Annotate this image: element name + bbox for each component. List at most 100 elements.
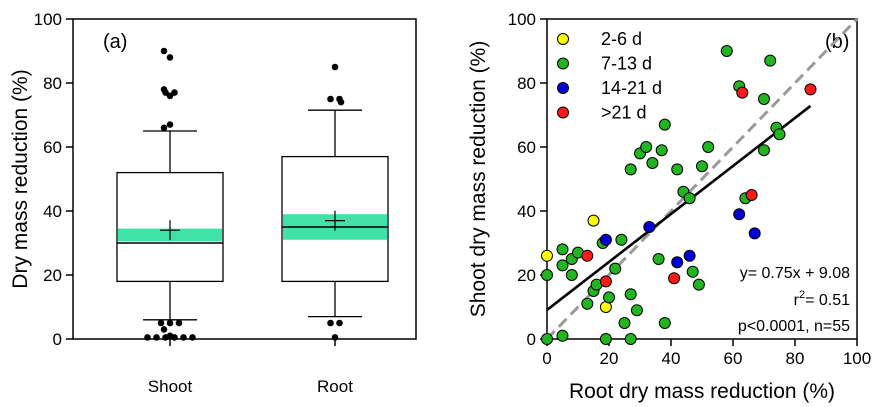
panel-a-y-tick-label: 80 (43, 74, 62, 93)
outlier-point (166, 319, 174, 327)
outlier-point (331, 334, 339, 341)
outlier-point (160, 326, 168, 333)
data-point (587, 214, 600, 227)
data-point (804, 83, 817, 96)
data-point (624, 163, 637, 176)
data-point (683, 192, 696, 205)
data-point (541, 269, 553, 281)
legend-label: >21 d (601, 103, 647, 123)
data-point (733, 208, 746, 221)
data-point (683, 249, 696, 262)
data-point (556, 243, 569, 256)
data-point (736, 86, 749, 99)
panel-b-y-tick-label: 20 (517, 266, 536, 285)
panel-a-x-tick-label: Shoot (148, 377, 193, 396)
data-point (748, 227, 761, 240)
regression-line (546, 104, 812, 311)
data-point (581, 297, 594, 310)
panel-b-y-tick-label: 0 (527, 330, 536, 349)
panel-a-y-tick-label: 40 (43, 202, 62, 221)
outlier-point (166, 92, 174, 100)
data-point (618, 317, 631, 329)
outlier-point (331, 63, 339, 71)
data-point (652, 253, 665, 265)
data-point (655, 144, 668, 157)
regression-stat: y= 0.75x + 9.08 (740, 265, 850, 282)
panel-b-label: (b) (825, 31, 849, 53)
data-point (624, 288, 637, 301)
panel-b-x-tick-label: 60 (724, 349, 743, 368)
data-point (609, 262, 622, 275)
panel-b-y-axis-label: Shoot dry mass reduction (%) (467, 41, 490, 318)
outlier-point (327, 319, 334, 327)
panel-b-y-tick-label: 80 (517, 74, 536, 93)
data-point (702, 141, 715, 153)
outlier-point (144, 334, 151, 341)
legend-marker (557, 57, 569, 70)
panel-a-y-tick-label: 100 (34, 10, 62, 29)
outlier-point (166, 54, 174, 61)
panel-a-x-ticks: Shoot Root (148, 339, 353, 396)
panel-b-legend: 2-6 d 7-13 d 14-21 d >21 d (557, 29, 662, 123)
data-point (615, 233, 628, 246)
legend-label: 14-21 d (601, 78, 662, 98)
data-point (696, 160, 708, 173)
data-point (565, 269, 578, 281)
data-point (658, 118, 671, 131)
data-point (599, 233, 612, 246)
legend-label: 7-13 d (601, 54, 652, 74)
outlier-point (189, 334, 196, 341)
data-point (720, 45, 733, 57)
outlier-point (180, 334, 187, 341)
panel-b-x-tick-label: 40 (662, 349, 681, 368)
outlier-point (157, 319, 165, 327)
legend-label: 2-6 d (601, 29, 642, 49)
data-point (640, 141, 653, 153)
data-point (603, 291, 615, 304)
panel-a-y-tick-label: 20 (43, 266, 62, 285)
data-point (630, 304, 643, 317)
panel-b-x-axis-label: Root dry mass reduction (%) (569, 380, 835, 403)
panel-b-y-ticks: 0 20 40 60 80 100 (508, 10, 547, 349)
data-point (758, 144, 770, 157)
legend-marker (557, 33, 569, 45)
data-point (658, 317, 671, 329)
outlier-point (175, 319, 183, 327)
outlier-point (160, 124, 168, 132)
panel-b-y-tick-label: 60 (517, 138, 536, 157)
panel-b-x-tick-label: 20 (600, 349, 619, 368)
data-point (624, 333, 637, 345)
panel-a-label: (a) (103, 31, 127, 53)
legend-marker (557, 82, 569, 94)
panel-a-y-ticks: 0 20 40 60 80 100 (34, 10, 73, 349)
panel-b-y-tick-label: 40 (517, 202, 536, 221)
panel-b-x-tick-label: 80 (786, 349, 805, 368)
outlier-point (153, 334, 160, 341)
panel-a-y-tick-label: 0 (53, 330, 62, 349)
outlier-point (160, 47, 168, 55)
legend-marker (557, 106, 569, 119)
box-shoot (116, 47, 224, 341)
data-point (668, 272, 681, 285)
box-root (281, 63, 389, 341)
panel-b-y-tick-label: 100 (508, 10, 536, 29)
data-point (556, 329, 569, 342)
data-point (745, 189, 758, 201)
data-point (581, 249, 594, 262)
data-point (758, 93, 770, 105)
panel-b-x-ticks: 0 20 40 60 80 100 (542, 339, 871, 368)
panel-a-x-tick-label: Root (317, 377, 353, 396)
data-point (773, 128, 786, 141)
outlier-point (166, 332, 174, 340)
outlier-point (166, 121, 174, 128)
data-point (541, 333, 553, 345)
panel-a: (a) Dry mass reduction (%) 020406080100 … (9, 10, 417, 396)
data-point (764, 54, 777, 67)
data-point (599, 333, 612, 345)
panel-b-annotations: y= 0.75x + 9.08 r2= 0.51 p<0.0001, n=55 (738, 265, 850, 335)
panel-b: (b) Shoot dry mass reduction (%) Root dr… (467, 10, 871, 403)
data-point (692, 278, 705, 291)
data-point (671, 163, 684, 176)
panel-a-y-tick-label: 60 (43, 138, 62, 157)
